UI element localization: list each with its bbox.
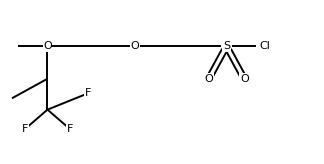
Text: Cl: Cl	[260, 41, 271, 51]
Text: O: O	[43, 41, 52, 51]
Text: O: O	[204, 74, 213, 84]
Text: F: F	[67, 124, 73, 134]
Text: F: F	[22, 124, 28, 134]
Text: S: S	[223, 41, 230, 51]
Text: F: F	[85, 88, 91, 98]
Text: O: O	[240, 74, 249, 84]
Text: O: O	[130, 41, 139, 51]
